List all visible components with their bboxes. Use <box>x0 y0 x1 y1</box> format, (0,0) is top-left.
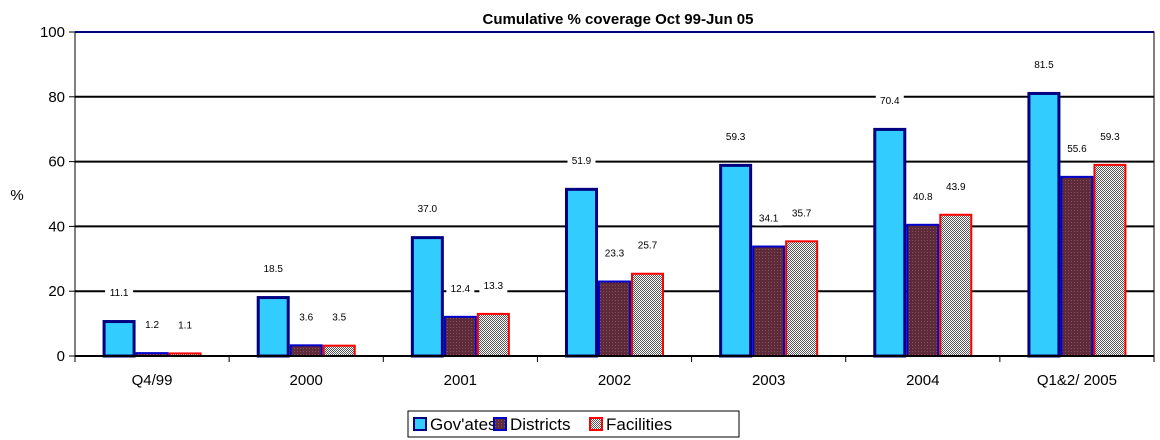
x-tick-label: 2001 <box>444 372 477 389</box>
data-label-bg <box>259 262 288 277</box>
data-label: 25.7 <box>638 241 658 252</box>
data-label-bg <box>754 211 783 226</box>
data-label: 35.7 <box>792 208 812 219</box>
data-label-bg <box>105 286 134 301</box>
data-label-bg <box>1029 57 1058 72</box>
data-label-bg <box>600 246 629 261</box>
y-tick-label: 100 <box>40 24 65 41</box>
data-label: 70.4 <box>880 96 900 107</box>
bar-districts-3 <box>598 280 631 357</box>
bar-districts-2 <box>443 315 477 358</box>
bar-gov-ates-4 <box>719 163 753 358</box>
x-tick-label: 2000 <box>290 372 323 389</box>
data-label: 59.3 <box>1100 132 1120 143</box>
bar-facilities-2 <box>476 312 510 357</box>
bar-districts-1 <box>289 344 323 357</box>
data-label-bg <box>171 318 200 333</box>
bar-gov-ates-0 <box>102 320 136 358</box>
x-tick-label: 2003 <box>752 372 785 389</box>
data-label-bg <box>941 179 970 194</box>
legend-box <box>407 410 740 438</box>
y-tick-label: 80 <box>48 89 65 106</box>
data-label: 81.5 <box>1034 60 1054 71</box>
data-label: 3.5 <box>332 313 346 324</box>
bar-gov-ates-2 <box>410 236 444 358</box>
bar-facilities-3 <box>631 272 664 357</box>
data-label: 3.6 <box>299 312 313 323</box>
data-label: 51.9 <box>572 156 592 167</box>
bar-facilities-5 <box>939 213 973 357</box>
x-tick-label: Q1&2/ 2005 <box>1037 372 1117 389</box>
legend-label: Gov'ates <box>430 415 497 434</box>
bar-gov-ates-6 <box>1027 91 1061 358</box>
legend-swatch-facilities <box>589 417 603 431</box>
legend-swatch-districts <box>493 417 507 431</box>
y-tick-label: 60 <box>48 154 65 171</box>
data-label: 37.0 <box>418 204 438 215</box>
bar-districts-5 <box>906 223 940 357</box>
bar-districts-4 <box>752 245 786 358</box>
y-tick-label: 20 <box>48 283 65 300</box>
x-tick-label: Q4/99 <box>132 372 173 389</box>
data-label: 12.4 <box>451 284 471 295</box>
bar-facilities-4 <box>785 240 819 357</box>
data-label-bg <box>446 281 475 296</box>
bar-facilities-6 <box>1093 163 1127 357</box>
data-label: 13.3 <box>484 281 504 292</box>
legend: Gov'ates Districts Facilities <box>407 410 740 438</box>
data-label: 1.2 <box>145 320 159 331</box>
data-label-bg <box>292 310 321 325</box>
data-label: 1.1 <box>178 320 192 331</box>
data-label: 55.6 <box>1067 144 1087 155</box>
data-label-bg <box>567 153 596 168</box>
y-axis-label: % <box>10 187 23 204</box>
y-tick-label: 40 <box>48 218 65 235</box>
data-label-bg <box>1062 141 1091 156</box>
data-label-bg <box>325 310 354 325</box>
data-label-bg <box>875 93 904 108</box>
data-label: 18.5 <box>263 264 283 275</box>
chart-title: Cumulative % coverage Oct 99-Jun 05 <box>483 11 754 28</box>
data-label-bg <box>479 278 508 293</box>
data-label-bg <box>721 129 750 144</box>
bars: 11.1 18.5 37.0 51.9 59.3 70.4 81.5 1.2 3.6 12.4 23… <box>102 57 1127 358</box>
data-label-bg <box>138 318 167 333</box>
y-tick-label: 0 <box>57 348 65 365</box>
data-label: 40.8 <box>913 192 933 203</box>
data-label: 11.1 <box>110 288 129 299</box>
bar-districts-6 <box>1060 175 1094 357</box>
data-label: 23.3 <box>605 249 625 260</box>
axes: 0 20 40 60 80 100 Q4/99 2000 2001 2002 2003 2004 Q1&… <box>40 24 1155 389</box>
data-label-bg <box>787 206 816 221</box>
data-label-bg <box>908 189 937 204</box>
data-label: 43.9 <box>946 182 966 193</box>
bar-gov-ates-5 <box>873 127 907 358</box>
data-label-bg <box>413 202 442 217</box>
data-label: 59.3 <box>726 132 746 143</box>
bar-facilities-1 <box>322 344 356 358</box>
legend-swatch-gov-ates <box>413 417 427 431</box>
bar-gov-ates-1 <box>256 296 290 358</box>
legend-label: Facilities <box>606 415 672 434</box>
legend-label: Districts <box>510 415 570 434</box>
data-label: 34.1 <box>759 214 779 225</box>
bar-gov-ates-3 <box>565 187 598 358</box>
data-label-bg <box>1095 129 1124 144</box>
x-tick-label: 2002 <box>598 372 631 389</box>
data-label-bg <box>633 238 662 253</box>
x-tick-label: 2004 <box>906 372 939 389</box>
